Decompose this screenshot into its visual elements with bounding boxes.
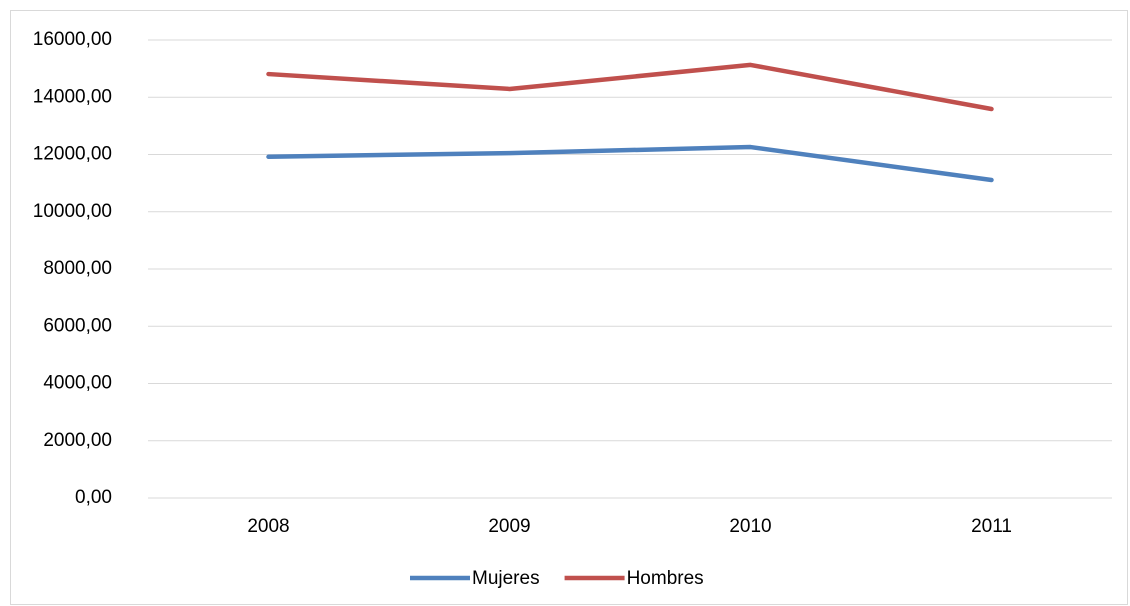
legend-label: Mujeres (472, 568, 540, 589)
y-tick-label: 4000,00 (43, 373, 112, 394)
x-tick-label: 2010 (729, 516, 771, 537)
y-tick-label: 0,00 (75, 487, 112, 508)
series-line (266, 144, 994, 183)
legend-label: Hombres (627, 568, 704, 589)
y-tick-label: 16000,00 (33, 29, 112, 50)
y-tick-label: 12000,00 (33, 144, 112, 165)
y-tick-label: 6000,00 (43, 315, 112, 336)
series-line (266, 62, 994, 112)
x-tick-label: 2008 (247, 516, 289, 537)
chart-frame (10, 10, 1128, 605)
y-tick-label: 8000,00 (43, 258, 112, 279)
y-tick-label: 2000,00 (43, 430, 112, 451)
y-tick-label: 14000,00 (33, 86, 112, 107)
x-tick-label: 2009 (488, 516, 530, 537)
y-tick-label: 10000,00 (33, 201, 112, 222)
x-tick-label: 2011 (971, 516, 1012, 537)
